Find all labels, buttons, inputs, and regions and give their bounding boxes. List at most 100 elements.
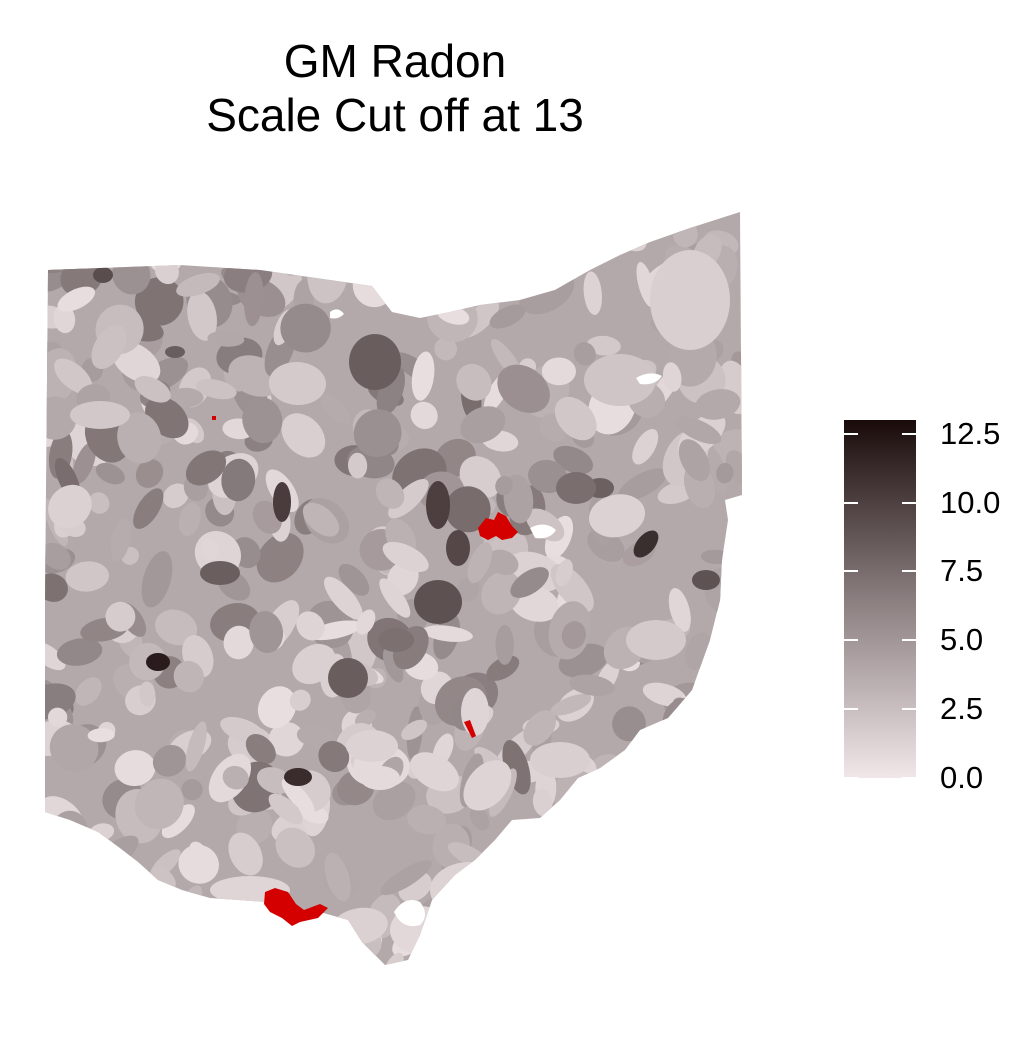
zip-code-area bbox=[550, 694, 592, 716]
zip-code-area bbox=[509, 888, 556, 934]
zip-code-area bbox=[91, 325, 127, 369]
lake-hole bbox=[330, 309, 344, 319]
zip-code-area bbox=[574, 861, 617, 916]
zip-code-area bbox=[110, 518, 132, 562]
zip-code-area bbox=[114, 750, 156, 787]
zip-code-area bbox=[632, 428, 659, 465]
zip-code-area bbox=[178, 502, 201, 537]
zip-code-area bbox=[45, 917, 88, 962]
zip-code-area bbox=[347, 212, 401, 237]
zip-code-area bbox=[704, 882, 733, 912]
zip-code-area bbox=[296, 724, 335, 748]
zip-code-area bbox=[510, 567, 549, 598]
zip-code-area bbox=[134, 376, 171, 403]
zip-code-area bbox=[72, 442, 96, 484]
high-radon-area bbox=[426, 481, 450, 529]
high-radon-area bbox=[93, 267, 113, 283]
zip-code-area bbox=[424, 223, 471, 267]
zip-code-area bbox=[495, 624, 514, 665]
zip-code-area bbox=[222, 765, 249, 790]
zip-code-area bbox=[716, 894, 740, 926]
zip-code-area bbox=[141, 551, 173, 608]
high-radon-area bbox=[349, 334, 401, 390]
zip-code-area bbox=[559, 903, 592, 937]
legend-tick bbox=[844, 708, 858, 711]
zip-code-area bbox=[135, 459, 164, 488]
zip-code-area bbox=[176, 272, 220, 297]
zip-code-area bbox=[105, 601, 136, 632]
zip-code-area bbox=[48, 484, 92, 529]
zip-code-area bbox=[497, 364, 550, 413]
zip-code-area bbox=[45, 573, 68, 602]
zip-code-area bbox=[495, 475, 513, 496]
zip-code-area bbox=[162, 483, 189, 509]
zip-code-area bbox=[160, 889, 190, 936]
zip-code-area bbox=[379, 578, 411, 618]
zip-code-area bbox=[229, 944, 274, 965]
zip-code-area bbox=[207, 331, 245, 347]
zip-code-area bbox=[45, 396, 77, 440]
zip-code-area bbox=[249, 610, 284, 654]
zip-code-area bbox=[45, 542, 71, 570]
zip-code-area bbox=[672, 787, 698, 832]
zip-code-area bbox=[434, 222, 455, 239]
zip-code-area bbox=[294, 224, 319, 267]
zip-code-area bbox=[373, 235, 400, 266]
zip-code-area bbox=[320, 394, 351, 424]
zip-code-area bbox=[372, 781, 416, 821]
zip-code-area bbox=[561, 838, 585, 863]
zip-code-area bbox=[664, 783, 708, 827]
high-radon-areas bbox=[93, 267, 720, 786]
zip-code-area bbox=[347, 452, 368, 479]
over-cutoff-areas bbox=[212, 416, 518, 926]
zip-code-area bbox=[449, 212, 482, 237]
title-line-2: Scale Cut off at 13 bbox=[206, 89, 584, 141]
high-radon-area bbox=[328, 658, 368, 698]
zip-code-area bbox=[664, 886, 690, 912]
zip-code-area bbox=[408, 260, 447, 299]
legend-tick-label: 5.0 bbox=[940, 622, 984, 658]
legend-tick bbox=[844, 501, 858, 504]
zip-code-area bbox=[701, 676, 729, 705]
legend-tick-label: 2.5 bbox=[940, 691, 984, 727]
zip-code-area bbox=[596, 934, 623, 957]
high-radon-area bbox=[446, 530, 470, 566]
zip-code-area bbox=[278, 251, 324, 269]
zip-code-area bbox=[690, 735, 736, 774]
zip-code-area bbox=[489, 851, 532, 876]
zip-code-area bbox=[546, 854, 567, 877]
zip-code-area bbox=[87, 728, 115, 743]
zip-code-area bbox=[53, 304, 76, 334]
legend-tick bbox=[844, 432, 858, 435]
zip-code-area bbox=[178, 844, 220, 884]
zip-code-area bbox=[410, 752, 460, 792]
low-radon-area bbox=[584, 354, 656, 406]
zip-code-area bbox=[532, 788, 553, 817]
high-radon-area bbox=[146, 653, 170, 671]
zip-code-area bbox=[486, 655, 520, 681]
zip-code-area bbox=[523, 710, 557, 746]
zip-code-area bbox=[329, 954, 375, 965]
color-bar bbox=[844, 420, 916, 778]
zip-code-area bbox=[195, 378, 237, 400]
zip-code-area bbox=[109, 212, 125, 226]
title-line-1: GM Radon bbox=[283, 35, 507, 87]
zip-code-area bbox=[126, 908, 165, 947]
over-cutoff-area bbox=[212, 416, 216, 420]
zip-code-area bbox=[689, 816, 734, 874]
zip-code-area bbox=[268, 361, 326, 406]
zip-code-area bbox=[476, 222, 520, 251]
zip-code-area bbox=[242, 397, 283, 444]
zip-code-area bbox=[541, 357, 577, 386]
zip-code-area bbox=[467, 542, 493, 584]
zip-code-area bbox=[52, 229, 92, 261]
zip-code-area bbox=[486, 549, 519, 575]
high-radon-area bbox=[378, 628, 414, 652]
zip-code-area bbox=[427, 212, 460, 233]
zip-code-area bbox=[45, 236, 72, 261]
zip-code-area bbox=[554, 396, 597, 441]
zip-code-area bbox=[460, 406, 506, 444]
zip-code-area bbox=[324, 852, 351, 902]
zip-code-area bbox=[410, 401, 438, 430]
low-radon-area bbox=[346, 730, 398, 762]
